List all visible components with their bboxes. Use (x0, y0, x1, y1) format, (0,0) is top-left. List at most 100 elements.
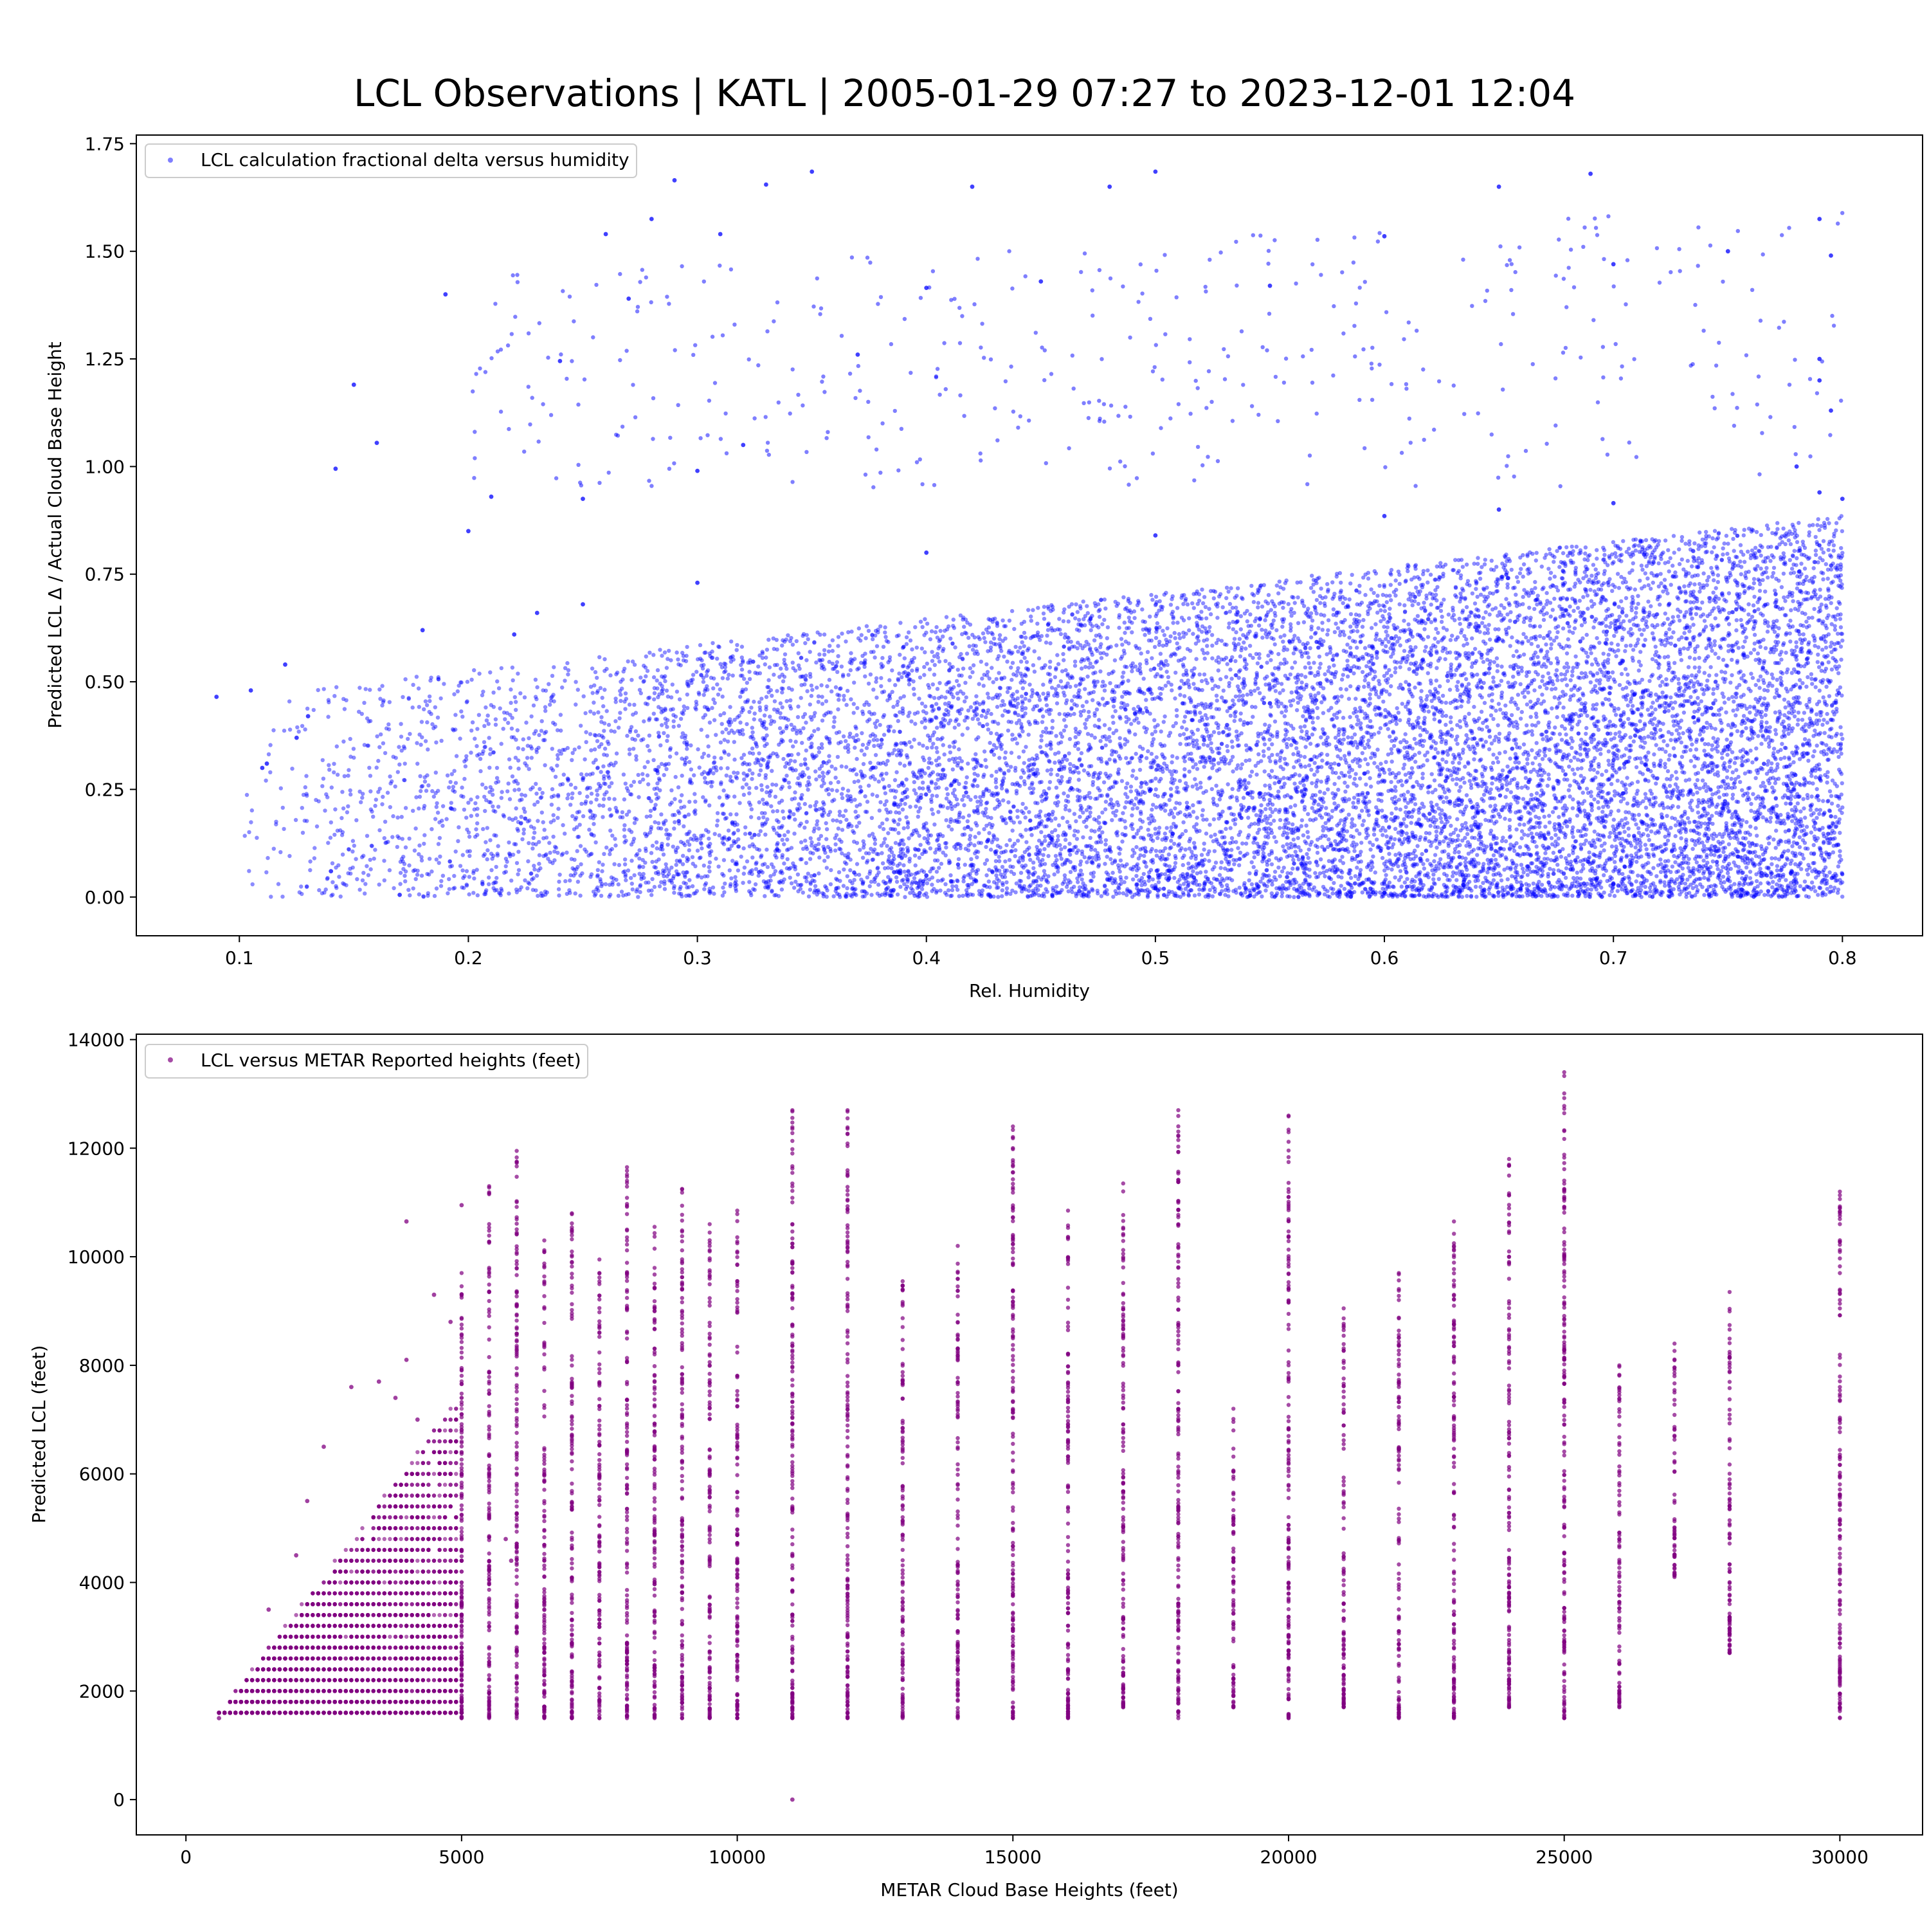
chart-bottom-legend: LCL versus METAR Reported heights (feet) (145, 1044, 588, 1078)
data-point (673, 178, 677, 183)
chart-top-ylabel: Predicted LCL Δ / Actual Cloud Base Heig… (44, 342, 66, 729)
data-point (377, 1380, 381, 1384)
data-point (1611, 882, 1616, 886)
data-point (1497, 185, 1501, 189)
data-point (503, 1537, 508, 1542)
data-point (695, 469, 700, 473)
data-point (460, 1203, 464, 1208)
x-tick-label: 0.2 (454, 947, 483, 969)
data-point (1382, 234, 1387, 239)
data-point (306, 714, 311, 718)
data-point (421, 628, 425, 632)
data-point (1382, 514, 1387, 518)
legend-marker-bottom (168, 1057, 173, 1062)
y-tick-label: 0 (113, 1789, 125, 1810)
data-point (265, 761, 269, 766)
legend-label-top: LCL calculation fractional delta versus … (201, 149, 629, 170)
data-point (404, 1358, 409, 1362)
y-tick-label: 10000 (68, 1246, 125, 1268)
data-point (294, 1553, 298, 1558)
data-point (1497, 507, 1501, 512)
data-point (466, 529, 471, 533)
data-point (1588, 172, 1593, 176)
legend-label-bottom: LCL versus METAR Reported heights (feet) (201, 1050, 581, 1071)
y-tick-label: 0.75 (85, 564, 125, 585)
data-point (329, 869, 333, 873)
data-point (239, 1689, 244, 1693)
chart-top-xlabel: Rel. Humidity (969, 980, 1090, 1001)
height-column (1176, 1108, 1180, 1720)
data-point (695, 581, 700, 585)
data-point (415, 1417, 420, 1422)
data-point (1817, 490, 1822, 495)
data-point (294, 736, 299, 740)
data-point (1817, 357, 1822, 361)
data-point (1829, 408, 1833, 413)
x-tick-label: 0.1 (225, 947, 254, 969)
chart-bottom-xlabel: METAR Cloud Base Heights (feet) (880, 1879, 1178, 1900)
x-tick-label: 10000 (709, 1846, 766, 1868)
data-point (1382, 891, 1387, 895)
data-point (1268, 284, 1272, 288)
y-tick-label: 1.00 (85, 456, 125, 477)
data-point (649, 217, 654, 221)
y-tick-label: 1.75 (85, 133, 125, 154)
data-point (581, 602, 585, 606)
data-point (448, 1320, 453, 1324)
data-point (970, 185, 975, 189)
x-tick-label: 0.3 (683, 947, 712, 969)
data-point (810, 170, 814, 174)
height-column (1342, 1306, 1346, 1709)
data-point (266, 1607, 271, 1612)
y-tick-label: 8000 (79, 1355, 125, 1376)
data-point (1795, 464, 1799, 469)
data-point (626, 296, 631, 301)
x-tick-label: 0.7 (1599, 947, 1628, 969)
data-point (1611, 501, 1616, 506)
data-point (1840, 497, 1845, 501)
x-tick-label: 15000 (984, 1846, 1042, 1868)
y-tick-label: 0.50 (85, 671, 125, 693)
data-point (1107, 185, 1112, 189)
y-tick-label: 0.00 (85, 887, 125, 908)
chart-top-legend: LCL calculation fractional delta versus … (145, 144, 637, 178)
data-point (581, 497, 585, 501)
data-point (924, 286, 928, 290)
y-tick-label: 0.25 (85, 779, 125, 800)
figure-title: LCL Observations | KATL | 2005-01-29 07:… (354, 71, 1575, 115)
data-point (260, 766, 265, 770)
data-point (349, 1385, 354, 1389)
data-point (1154, 170, 1158, 174)
y-tick-label: 4000 (79, 1572, 125, 1594)
data-point (924, 873, 928, 878)
data-point (1154, 533, 1158, 538)
data-point (1497, 637, 1501, 641)
data-point (443, 292, 448, 296)
x-tick-label: 5000 (439, 1846, 484, 1868)
data-point (394, 1396, 398, 1400)
data-point (512, 632, 516, 637)
data-point (217, 1716, 221, 1720)
data-point (489, 495, 494, 499)
data-point (432, 1293, 437, 1297)
height-column (1121, 1181, 1125, 1709)
data-point (305, 1499, 309, 1504)
data-point (718, 232, 723, 237)
y-tick-label: 14000 (68, 1029, 125, 1050)
legend-marker-top (168, 158, 173, 163)
data-point (856, 352, 860, 357)
data-point (352, 383, 356, 387)
data-point (741, 443, 745, 448)
data-point (1726, 744, 1730, 749)
chart-bottom-ylabel: Predicted LCL (feet) (28, 1345, 50, 1523)
y-tick-label: 1.50 (85, 241, 125, 262)
x-tick-label: 0 (180, 1846, 192, 1868)
data-point (283, 662, 287, 667)
data-point (535, 611, 539, 615)
data-point (375, 441, 379, 445)
data-point (509, 1558, 514, 1563)
data-point (1726, 249, 1730, 253)
data-point (924, 551, 928, 555)
